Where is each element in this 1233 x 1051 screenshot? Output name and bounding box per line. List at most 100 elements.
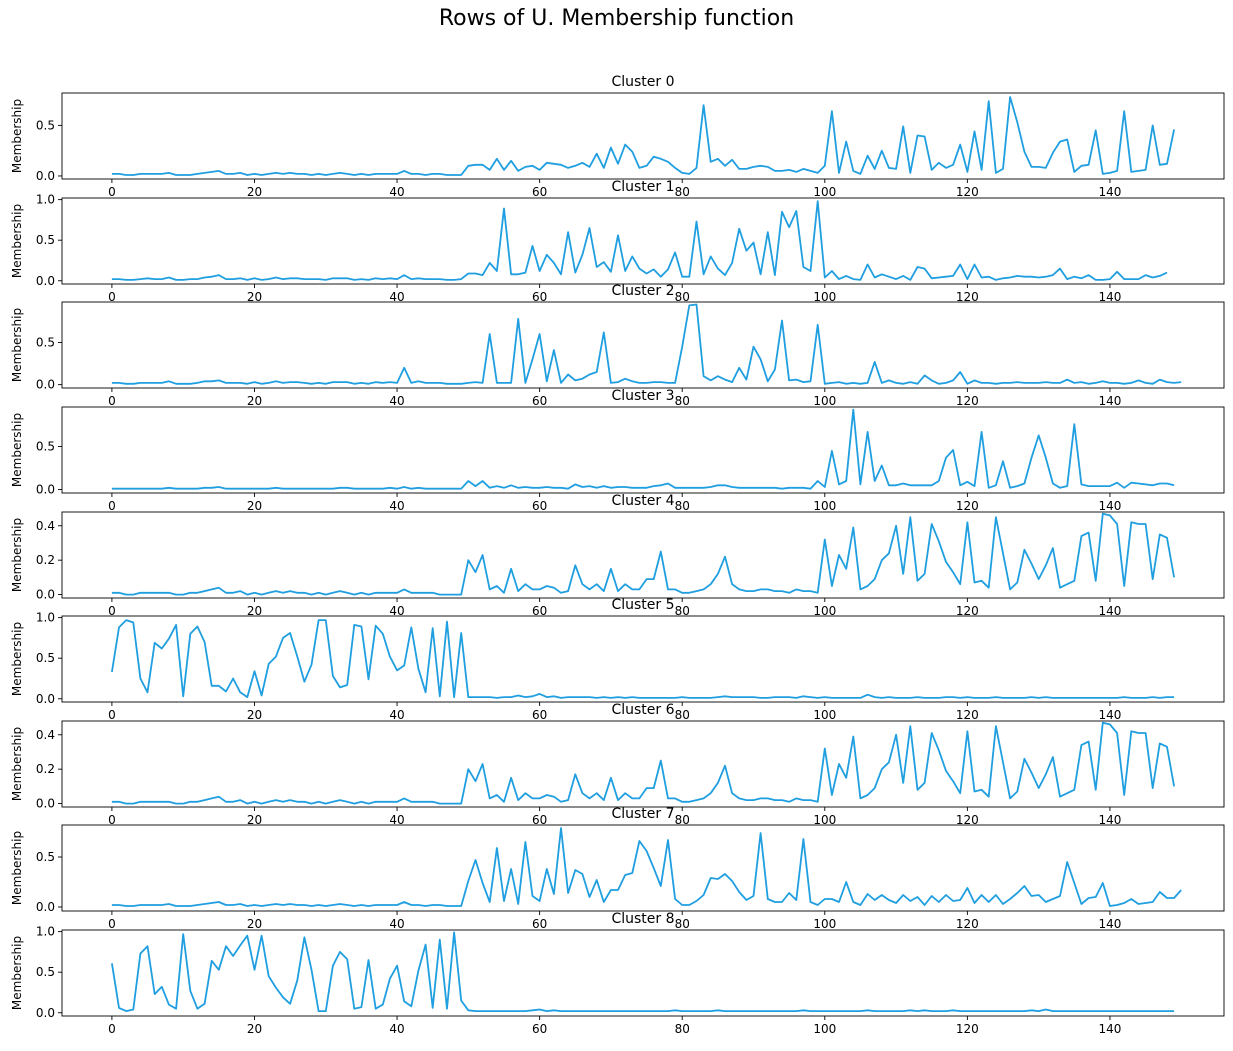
x-tick-label: 140 — [1098, 813, 1121, 827]
y-tick-label: 0.0 — [36, 900, 55, 914]
x-tick-label: 120 — [956, 290, 979, 304]
x-tick-label: 140 — [1098, 604, 1121, 618]
subplot-cluster-4: 0 20 40 60 80 100 120 140 0.0 0.2 0.4 Membership Clu… — [10, 493, 1225, 618]
axes-frame — [61, 720, 1225, 808]
x-tick-label: 120 — [956, 394, 979, 408]
y-tick-label: 0.0 — [36, 588, 55, 602]
x-tick-label: 20 — [247, 394, 262, 408]
x-tick-label: 80 — [675, 1022, 690, 1036]
x-tick-label: 20 — [247, 1022, 262, 1036]
subplot-cluster-3: 0 20 40 60 80 100 120 140 0.0 0.5 Membership Cluste… — [10, 388, 1225, 513]
x-tick-label: 120 — [956, 604, 979, 618]
x-tick-label: 140 — [1098, 708, 1121, 722]
subplot-cluster-7: 0 20 40 60 80 100 120 140 0.0 0.5 Membership Cluste… — [10, 806, 1225, 931]
x-tick-label: 0 — [108, 708, 116, 722]
x-tick-label: 40 — [389, 917, 404, 931]
x-tick-label: 100 — [813, 813, 836, 827]
x-tick-label: 60 — [532, 708, 547, 722]
x-tick-label: 60 — [532, 290, 547, 304]
x-tick-label: 0 — [108, 185, 116, 199]
x-tick-label: 80 — [675, 604, 690, 618]
subplot-cluster-8: 0 20 40 60 80 100 120 140 0.0 0.5 1.0 Membership Clu… — [10, 911, 1225, 1036]
x-tick-label: 80 — [675, 708, 690, 722]
x-tick-label: 0 — [108, 604, 116, 618]
subplot-title: Cluster 4 — [611, 493, 674, 509]
x-tick-label: 40 — [389, 708, 404, 722]
x-tick-label: 40 — [389, 1022, 404, 1036]
x-tick-label: 0 — [108, 917, 116, 931]
x-tick-label: 100 — [813, 604, 836, 618]
series-line — [111, 200, 1168, 281]
x-tick-label: 40 — [389, 185, 404, 199]
y-tick-label: 0.0 — [36, 1006, 55, 1020]
x-tick-label: 80 — [675, 394, 690, 408]
axes-frame — [61, 929, 1225, 1017]
x-tick-label: 40 — [389, 604, 404, 618]
y-tick-label: 0.5 — [36, 233, 55, 247]
subplot-title: Cluster 1 — [611, 179, 674, 195]
y-axis-label: Membership — [10, 518, 24, 592]
x-tick-label: 20 — [247, 708, 262, 722]
y-tick-label: 0.5 — [36, 850, 55, 864]
x-tick-label: 40 — [389, 813, 404, 827]
y-tick-label: 0.5 — [36, 335, 55, 349]
x-tick-label: 0 — [108, 394, 116, 408]
subplot-cluster-5: 0 20 40 60 80 100 120 140 0.0 0.5 1.0 Membership Clu… — [10, 597, 1225, 722]
x-tick-label: 140 — [1098, 917, 1121, 931]
y-tick-label: 0.0 — [36, 378, 55, 392]
x-tick-label: 0 — [108, 499, 116, 513]
y-tick-label: 0.5 — [36, 651, 55, 665]
subplot-cluster-6: 0 20 40 60 80 100 120 140 0.0 0.2 0.4 Membership Clu… — [10, 702, 1225, 827]
y-axis-label: Membership — [10, 831, 24, 905]
subplot-cluster-2: 0 20 40 60 80 100 120 140 0.0 0.5 Membership Cluste… — [10, 283, 1225, 408]
series-line — [111, 619, 1175, 699]
series-line — [111, 721, 1175, 805]
y-tick-label: 1.0 — [36, 925, 55, 939]
axes-frame — [61, 406, 1225, 494]
x-tick-label: 20 — [247, 917, 262, 931]
y-axis-label: Membership — [10, 727, 24, 801]
y-axis-label: Membership — [10, 936, 24, 1010]
x-tick-label: 140 — [1098, 499, 1121, 513]
y-axis-label: Membership — [10, 204, 24, 278]
axes-frame — [61, 301, 1225, 389]
y-axis-label: Membership — [10, 413, 24, 487]
y-tick-label: 0.4 — [36, 728, 55, 742]
x-tick-label: 140 — [1098, 394, 1121, 408]
x-tick-label: 0 — [108, 813, 116, 827]
x-tick-label: 120 — [956, 813, 979, 827]
x-tick-label: 100 — [813, 290, 836, 304]
y-tick-label: 0.5 — [36, 965, 55, 979]
x-tick-label: 140 — [1098, 1022, 1121, 1036]
y-tick-label: 0.2 — [36, 762, 55, 776]
x-tick-label: 80 — [675, 813, 690, 827]
series-line — [111, 512, 1175, 596]
x-tick-label: 100 — [813, 499, 836, 513]
subplot-title: Cluster 6 — [611, 702, 674, 718]
x-tick-label: 120 — [956, 708, 979, 722]
x-tick-label: 100 — [813, 708, 836, 722]
x-tick-label: 60 — [532, 1022, 547, 1036]
x-tick-label: 140 — [1098, 185, 1121, 199]
x-tick-label: 80 — [675, 290, 690, 304]
x-tick-label: 60 — [532, 604, 547, 618]
x-tick-label: 140 — [1098, 290, 1121, 304]
y-tick-label: 1.0 — [36, 611, 55, 625]
y-tick-label: 0.5 — [36, 118, 55, 132]
x-tick-label: 100 — [813, 185, 836, 199]
subplot-title: Cluster 5 — [611, 597, 674, 613]
subplot-cluster-0: 0 20 40 60 80 100 120 140 0.0 0.5 Membership Cluste… — [10, 74, 1225, 199]
axes-frame — [61, 615, 1225, 703]
x-tick-label: 80 — [675, 917, 690, 931]
subplot-title: Cluster 8 — [611, 911, 674, 927]
series-line — [111, 827, 1182, 907]
x-tick-label: 100 — [813, 394, 836, 408]
subplot-cluster-1: 0 20 40 60 80 100 120 140 0.0 0.5 1.0 Membership Clu… — [10, 179, 1225, 304]
axes-frame — [61, 92, 1225, 180]
x-tick-label: 80 — [675, 499, 690, 513]
series-line — [111, 96, 1175, 176]
x-tick-label: 60 — [532, 813, 547, 827]
x-tick-label: 120 — [956, 1022, 979, 1036]
x-tick-label: 120 — [956, 185, 979, 199]
y-tick-label: 0.5 — [36, 440, 55, 454]
